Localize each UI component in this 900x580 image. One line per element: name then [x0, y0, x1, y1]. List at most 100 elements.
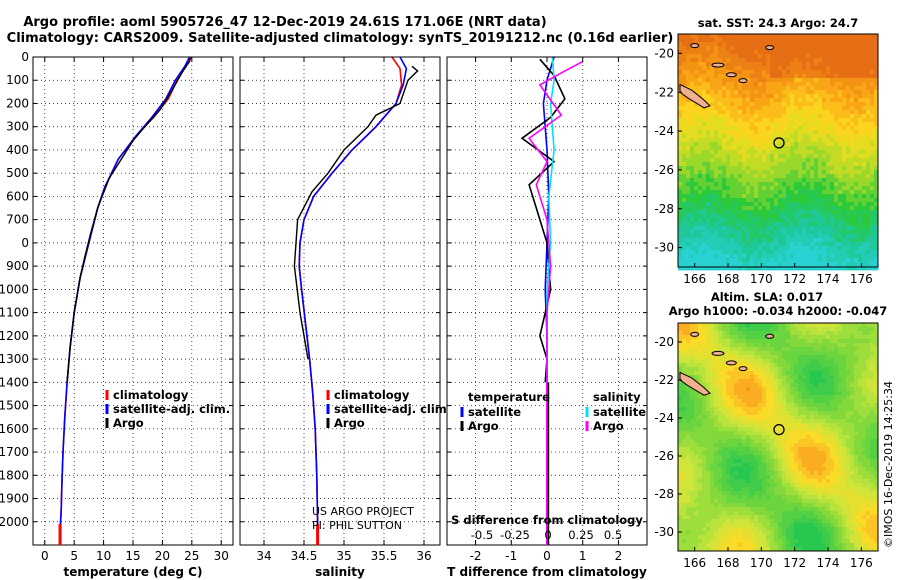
sst-cell — [806, 142, 811, 147]
sst-cell — [702, 226, 707, 231]
sla-cell — [718, 431, 723, 436]
sst-cell — [766, 238, 771, 243]
sst-cell — [782, 226, 787, 231]
sst-cell — [750, 150, 755, 155]
sla-cell — [698, 379, 703, 384]
sla-cell — [750, 343, 755, 348]
sst-cell — [794, 106, 799, 111]
sst-cell — [726, 254, 731, 259]
sst-cell — [862, 158, 867, 163]
sst-cell — [714, 34, 719, 39]
sla-cell — [790, 419, 795, 424]
sla-cell — [758, 359, 763, 364]
sla-cell — [770, 339, 775, 344]
sst-cell — [782, 250, 787, 255]
sst-cell — [710, 134, 715, 139]
sla-cell — [838, 323, 843, 328]
sst-cell — [702, 122, 707, 127]
sst-cell — [686, 194, 691, 199]
sst-cell — [862, 106, 867, 111]
sst-cell — [854, 138, 859, 143]
sla-cell — [718, 387, 723, 392]
sst-cell — [746, 198, 751, 203]
sst-cell — [866, 266, 871, 271]
sst-cell — [810, 82, 815, 87]
sla-cell — [786, 423, 791, 428]
sst-cell — [834, 130, 839, 135]
sst-cell — [822, 230, 827, 235]
sst-cell — [682, 134, 687, 139]
sla-cell — [822, 379, 827, 384]
sst-cell — [698, 150, 703, 155]
sst-cell — [874, 178, 879, 183]
sla-cell — [690, 399, 695, 404]
sst-cell — [842, 34, 847, 39]
sla-cell — [782, 455, 787, 460]
sla-cell — [782, 439, 787, 444]
sla-cell — [798, 335, 803, 340]
sla-cell — [866, 327, 871, 332]
sst-cell — [814, 114, 819, 119]
sla-cell — [754, 339, 759, 344]
sst-cell — [690, 166, 695, 171]
y-tick-label: 700 — [6, 213, 29, 227]
sst-cell — [682, 214, 687, 219]
sst-cell — [826, 142, 831, 147]
sst-cell — [790, 54, 795, 59]
sla-cell — [698, 327, 703, 332]
sla-cell — [714, 339, 719, 344]
sst-cell — [686, 98, 691, 103]
sla-cell — [746, 455, 751, 460]
sst-cell — [706, 154, 711, 159]
sst-cell — [682, 78, 687, 83]
sst-cell — [786, 90, 791, 95]
sst-cell — [834, 62, 839, 67]
sst-cell — [810, 226, 815, 231]
sla-cell — [774, 451, 779, 456]
sla-cell — [698, 359, 703, 364]
sst-cell — [738, 66, 743, 71]
sst-cell — [814, 130, 819, 135]
sst-cell — [850, 138, 855, 143]
sla-cell — [838, 407, 843, 412]
sla-cell — [790, 359, 795, 364]
sst-cell — [810, 102, 815, 107]
sst-cell — [734, 170, 739, 175]
sst-cell — [850, 230, 855, 235]
sst-cell — [790, 82, 795, 87]
sst-cell — [766, 214, 771, 219]
sst-cell — [862, 98, 867, 103]
sst-cell — [726, 214, 731, 219]
sla-cell — [742, 347, 747, 352]
sla-cell — [798, 423, 803, 428]
sst-cell — [754, 66, 759, 71]
sla-cell — [694, 391, 699, 396]
sst-cell — [762, 158, 767, 163]
sst-cell — [770, 238, 775, 243]
sst-cell — [742, 174, 747, 179]
sla-cell — [758, 443, 763, 448]
sst-cell — [802, 170, 807, 175]
sla-cell — [726, 403, 731, 408]
sst-cell — [802, 150, 807, 155]
sst-cell — [830, 130, 835, 135]
sla-cell — [766, 419, 771, 424]
sst-cell — [858, 178, 863, 183]
sla-cell — [714, 411, 719, 416]
sla-cell — [698, 431, 703, 436]
sla-cell — [690, 395, 695, 400]
sla-cell — [814, 327, 819, 332]
sst-cell — [782, 174, 787, 179]
sst-cell — [742, 182, 747, 187]
sst-cell — [698, 242, 703, 247]
sst-cell — [858, 110, 863, 115]
sst-cell — [846, 126, 851, 131]
sla-cell — [842, 415, 847, 420]
sst-cell — [750, 42, 755, 47]
sst-cell — [682, 178, 687, 183]
sla-cell — [758, 371, 763, 376]
sla-cell — [702, 371, 707, 376]
sst-cell — [802, 194, 807, 199]
sst-cell — [714, 190, 719, 195]
sst-cell — [806, 106, 811, 111]
